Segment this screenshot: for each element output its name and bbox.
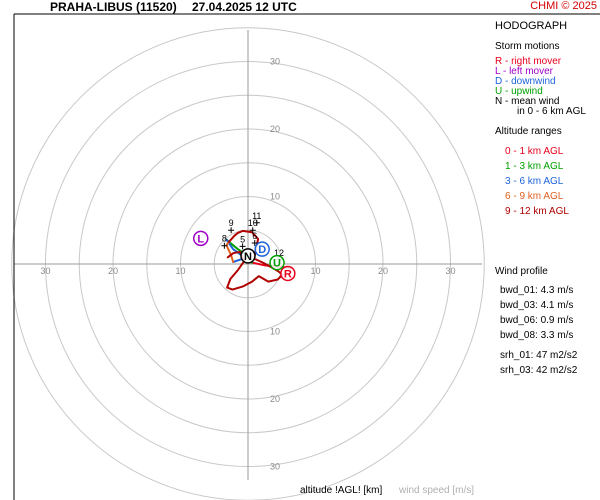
storm-marker-circle xyxy=(254,241,270,257)
height-marker xyxy=(253,219,260,226)
wind-profile-bwd-08: bwd_08: 3.3 m/s xyxy=(500,330,574,341)
copyright-label: CHMI © 2025 xyxy=(530,0,597,12)
height-marker xyxy=(251,240,258,247)
storm-marker-label: R xyxy=(284,268,292,280)
storm-marker-circle xyxy=(240,248,256,264)
station-title: PRAHA-LIBUS (11520) xyxy=(50,0,177,14)
height-marker xyxy=(228,227,235,234)
height-label-text: 11 xyxy=(252,211,261,221)
height-label: 9 xyxy=(228,218,235,234)
y-tick-label: 20 xyxy=(270,124,280,134)
height-label: 6 xyxy=(251,231,258,247)
range-ring xyxy=(11,27,485,500)
x-tick-label: 20 xyxy=(108,266,118,276)
x-tick-label: 10 xyxy=(310,266,320,276)
storm-marker-label: N xyxy=(244,251,252,263)
storm-marker-label: D xyxy=(258,244,266,256)
storm-motion-legend-downwind: D - downwind xyxy=(495,76,556,87)
altitude-legend-0-1: 0 - 1 km AGL xyxy=(505,146,564,157)
storm-marker-D: D xyxy=(254,241,270,257)
height-label-text: 6 xyxy=(252,231,257,241)
wind-profile-bwd-03: bwd_03: 4.1 m/s xyxy=(500,300,574,311)
y-tick-label: 20 xyxy=(270,394,280,404)
height-label-text: 8 xyxy=(222,234,227,244)
storm-marker-label: U xyxy=(273,258,281,270)
storm-marker-circle xyxy=(280,265,296,282)
tick-labels: 30 20 10 10 20 30 30 20 10 10 20 30 xyxy=(40,57,455,472)
storm-marker-label: L xyxy=(197,233,204,245)
storm-marker-N: N xyxy=(240,248,256,264)
height-label: 8 xyxy=(221,234,228,249)
y-tick-label: 30 xyxy=(270,57,280,67)
storm-marker-U: U xyxy=(269,254,285,271)
height-label-text: 12 xyxy=(274,248,284,258)
storm-marker-circle xyxy=(269,254,285,271)
wind-profile-title: Wind profile xyxy=(495,266,548,277)
height-marker xyxy=(239,243,246,250)
trace-segment-9-12 xyxy=(226,229,284,291)
height-label: 10 xyxy=(248,218,258,234)
height-label-text: 5 xyxy=(240,234,245,244)
x-tick-label: 30 xyxy=(445,266,455,276)
altitude-legend-6-9: 6 - 9 km AGL xyxy=(505,191,564,202)
storm-motion-legend-layer: in 0 - 6 km AGL xyxy=(517,106,586,117)
storm-motion-legend-right: R - right mover xyxy=(495,56,562,67)
height-label: 5 xyxy=(239,234,246,250)
altitude-legend-1-3: 1 - 3 km AGL xyxy=(505,161,564,172)
storm-motions-title: Storm motions xyxy=(495,41,560,52)
storm-motion-markers: R L DU N xyxy=(193,230,296,282)
height-label-text: 9 xyxy=(229,218,234,228)
hodograph-title: HODOGRAPH xyxy=(495,20,568,32)
wind-profile-bwd-01: bwd_01: 4.3 m/s xyxy=(500,285,574,296)
storm-motion-legend-mean: N - mean wind xyxy=(495,96,560,107)
wind-profile-bwd-06: bwd_06: 0.9 m/s xyxy=(500,315,574,326)
y-tick-label: 10 xyxy=(270,327,280,337)
wind-profile-srh-03: srh_03: 42 m2/s2 xyxy=(500,365,578,376)
altitude-unit-label: altitude !AGL! [km] xyxy=(300,485,383,496)
y-tick-label: 30 xyxy=(270,462,280,472)
storm-marker-L: L xyxy=(193,230,209,247)
storm-marker-circle xyxy=(193,230,209,247)
wind-profile-srh-01: srh_01: 47 m2/s2 xyxy=(500,350,578,361)
storm-motion-legend-left: L - left mover xyxy=(495,66,553,77)
wind-speed-unit-label: wind speed [m/s] xyxy=(399,485,475,496)
altitude-ranges-title: Altitude ranges xyxy=(495,126,562,137)
height-label-text: 10 xyxy=(248,218,258,228)
storm-motion-legend-upwind: U - upwind xyxy=(495,86,543,97)
height-label: 11 xyxy=(252,211,261,226)
x-tick-label: 30 xyxy=(40,266,50,276)
y-tick-label: 10 xyxy=(270,192,280,202)
trace-segment-6-9 xyxy=(225,240,235,263)
sounding-datetime: 27.04.2025 12 UTC xyxy=(192,0,297,14)
height-marker xyxy=(221,242,228,249)
altitude-legend-3-6: 3 - 6 km AGL xyxy=(505,176,564,187)
storm-marker-R: R xyxy=(280,265,296,282)
x-tick-label: 20 xyxy=(378,266,388,276)
height-marker xyxy=(249,227,256,234)
x-tick-label: 10 xyxy=(175,266,185,276)
altitude-legend-9-12: 9 - 12 km AGL xyxy=(505,206,569,217)
